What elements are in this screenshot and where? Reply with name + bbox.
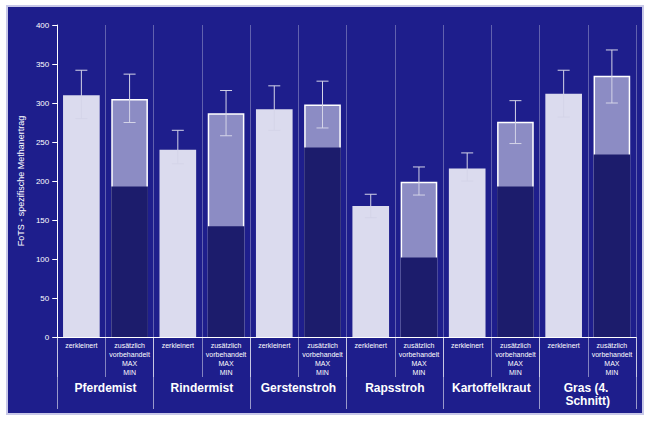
svg-text:100: 100 — [36, 255, 50, 264]
svg-text:MAX: MAX — [508, 360, 524, 367]
svg-text:zerkleinert: zerkleinert — [258, 342, 290, 349]
svg-text:0: 0 — [45, 333, 50, 342]
svg-text:MIN: MIN — [123, 369, 136, 376]
svg-text:zusätzlich: zusätzlich — [307, 342, 338, 349]
svg-text:MIN: MIN — [605, 369, 618, 376]
svg-text:400: 400 — [36, 21, 50, 30]
svg-text:Gerstenstroh: Gerstenstroh — [261, 381, 336, 395]
svg-text:zerkleinert: zerkleinert — [162, 342, 194, 349]
svg-text:zusätzlich: zusätzlich — [211, 342, 242, 349]
svg-text:Schnitt): Schnitt) — [565, 394, 610, 408]
svg-text:MAX: MAX — [604, 360, 620, 367]
svg-text:250: 250 — [36, 138, 50, 147]
svg-text:zusätzlich: zusätzlich — [597, 342, 628, 349]
svg-text:vorbehandelt: vorbehandelt — [109, 351, 150, 358]
svg-text:Rindermist: Rindermist — [171, 381, 234, 395]
svg-text:MAX: MAX — [218, 360, 234, 367]
svg-text:zerkleinert: zerkleinert — [548, 342, 580, 349]
svg-text:50: 50 — [40, 294, 49, 303]
svg-text:vorbehandelt: vorbehandelt — [206, 351, 247, 358]
svg-text:zerkleinert: zerkleinert — [451, 342, 483, 349]
svg-text:MIN: MIN — [220, 369, 233, 376]
svg-text:vorbehandelt: vorbehandelt — [399, 351, 440, 358]
svg-text:MIN: MIN — [509, 369, 522, 376]
svg-text:zerkleinert: zerkleinert — [355, 342, 387, 349]
svg-text:350: 350 — [36, 60, 50, 69]
svg-text:vorbehandelt: vorbehandelt — [495, 351, 536, 358]
svg-text:Rapsstroh: Rapsstroh — [365, 381, 424, 395]
svg-text:vorbehandelt: vorbehandelt — [302, 351, 343, 358]
svg-text:200: 200 — [36, 177, 50, 186]
svg-text:Gras (4.: Gras (4. — [564, 381, 612, 395]
svg-text:MAX: MAX — [411, 360, 427, 367]
svg-text:vorbehandelt: vorbehandelt — [592, 351, 633, 358]
svg-text:Kartoffelkraut: Kartoffelkraut — [452, 381, 531, 395]
svg-text:zusätzlich: zusätzlich — [404, 342, 435, 349]
svg-text:150: 150 — [36, 216, 50, 225]
svg-text:zerkleinert: zerkleinert — [65, 342, 97, 349]
svg-text:Pferdemist: Pferdemist — [74, 381, 136, 395]
svg-text:MAX: MAX — [122, 360, 138, 367]
svg-text:zusätzlich: zusätzlich — [114, 342, 145, 349]
svg-text:MIN: MIN — [316, 369, 329, 376]
svg-text:FoTS - spezifische Methanertra: FoTS - spezifische Methanertrag — [16, 116, 26, 247]
svg-text:MAX: MAX — [315, 360, 331, 367]
svg-text:MIN: MIN — [413, 369, 426, 376]
svg-text:300: 300 — [36, 99, 50, 108]
svg-text:zusätzlich: zusätzlich — [500, 342, 531, 349]
